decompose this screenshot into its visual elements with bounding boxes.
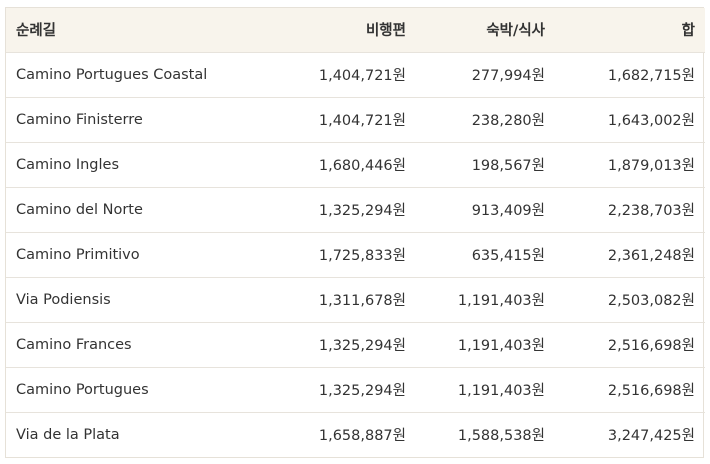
total-cell: 1,643,002원 [607, 113, 695, 129]
table-row: Via de la Plata 1,658,887원 1,588,538원 3,… [6, 412, 705, 457]
lodging-meals-cell: 1,191,403원 [457, 383, 545, 399]
route-cell: Camino Ingles [16, 156, 120, 173]
lodging-meals-cell: 238,280원 [471, 113, 545, 129]
column-header-lodging-meals: 숙박/식사 [486, 23, 545, 40]
route-cell: Camino Primitivo [16, 246, 140, 263]
route-cell: Camino Portugues Coastal [16, 66, 208, 83]
airfare-cell: 1,680,446원 [318, 158, 406, 174]
table-row: Camino del Norte 1,325,294원 913,409원 2,2… [6, 187, 705, 232]
table-row: Camino Portugues 1,325,294원 1,191,403원 2… [6, 367, 705, 412]
column-header-route: 순례길 [16, 23, 57, 40]
lodging-meals-cell: 913,409원 [471, 203, 545, 219]
lodging-meals-cell: 1,191,403원 [457, 338, 545, 354]
airfare-cell: 1,325,294원 [318, 383, 406, 399]
column-header-airfare: 비행편 [365, 23, 406, 40]
pilgrimage-cost-table: 순례길 비행편 숙박/식사 합 Camino Portugues Coastal… [6, 8, 705, 457]
header-row: 순례길 비행편 숙박/식사 합 [6, 8, 705, 52]
airfare-cell: 1,325,294원 [318, 338, 406, 354]
total-cell: 1,682,715원 [607, 68, 695, 84]
route-cell: Camino Finisterre [16, 111, 143, 128]
table-row: Camino Primitivo 1,725,833원 635,415원 2,3… [6, 232, 705, 277]
pilgrimage-cost-table-container: 순례길 비행편 숙박/식사 합 Camino Portugues Coastal… [5, 7, 705, 458]
column-header-total: 합 [681, 23, 695, 40]
total-cell: 2,516,698원 [607, 383, 695, 399]
lodging-meals-cell: 635,415원 [471, 248, 545, 264]
airfare-cell: 1,404,721원 [318, 68, 406, 84]
total-cell: 2,238,703원 [607, 203, 695, 219]
total-cell: 1,879,013원 [607, 158, 695, 174]
table-row: Camino Finisterre 1,404,721원 238,280원 1,… [6, 97, 705, 142]
route-cell: Via de la Plata [16, 426, 120, 443]
route-cell: Via Podiensis [16, 291, 111, 308]
table-row: Via Podiensis 1,311,678원 1,191,403원 2,50… [6, 277, 705, 322]
table-header: 순례길 비행편 숙박/식사 합 [6, 8, 705, 52]
airfare-cell: 1,658,887원 [318, 428, 406, 445]
total-cell: 2,503,082원 [607, 293, 695, 309]
table-body: Camino Portugues Coastal 1,404,721원 277,… [6, 52, 705, 457]
route-cell: Camino del Norte [16, 201, 143, 218]
airfare-cell: 1,725,833원 [318, 248, 406, 264]
lodging-meals-cell: 1,191,403원 [457, 293, 545, 309]
route-cell: Camino Frances [16, 336, 132, 353]
table-row: Camino Portugues Coastal 1,404,721원 277,… [6, 52, 705, 97]
airfare-cell: 1,404,721원 [318, 113, 406, 129]
table-row: Camino Frances 1,325,294원 1,191,403원 2,5… [6, 322, 705, 367]
airfare-cell: 1,311,678원 [318, 293, 406, 309]
lodging-meals-cell: 277,994원 [471, 68, 545, 84]
lodging-meals-cell: 198,567원 [471, 158, 545, 174]
route-cell: Camino Portugues [16, 381, 149, 398]
lodging-meals-cell: 1,588,538원 [457, 428, 545, 445]
table-row: Camino Ingles 1,680,446원 198,567원 1,879,… [6, 142, 705, 187]
total-cell: 2,516,698원 [607, 338, 695, 354]
airfare-cell: 1,325,294원 [318, 203, 406, 219]
total-cell: 2,361,248원 [607, 248, 695, 264]
total-cell: 3,247,425원 [607, 428, 695, 445]
